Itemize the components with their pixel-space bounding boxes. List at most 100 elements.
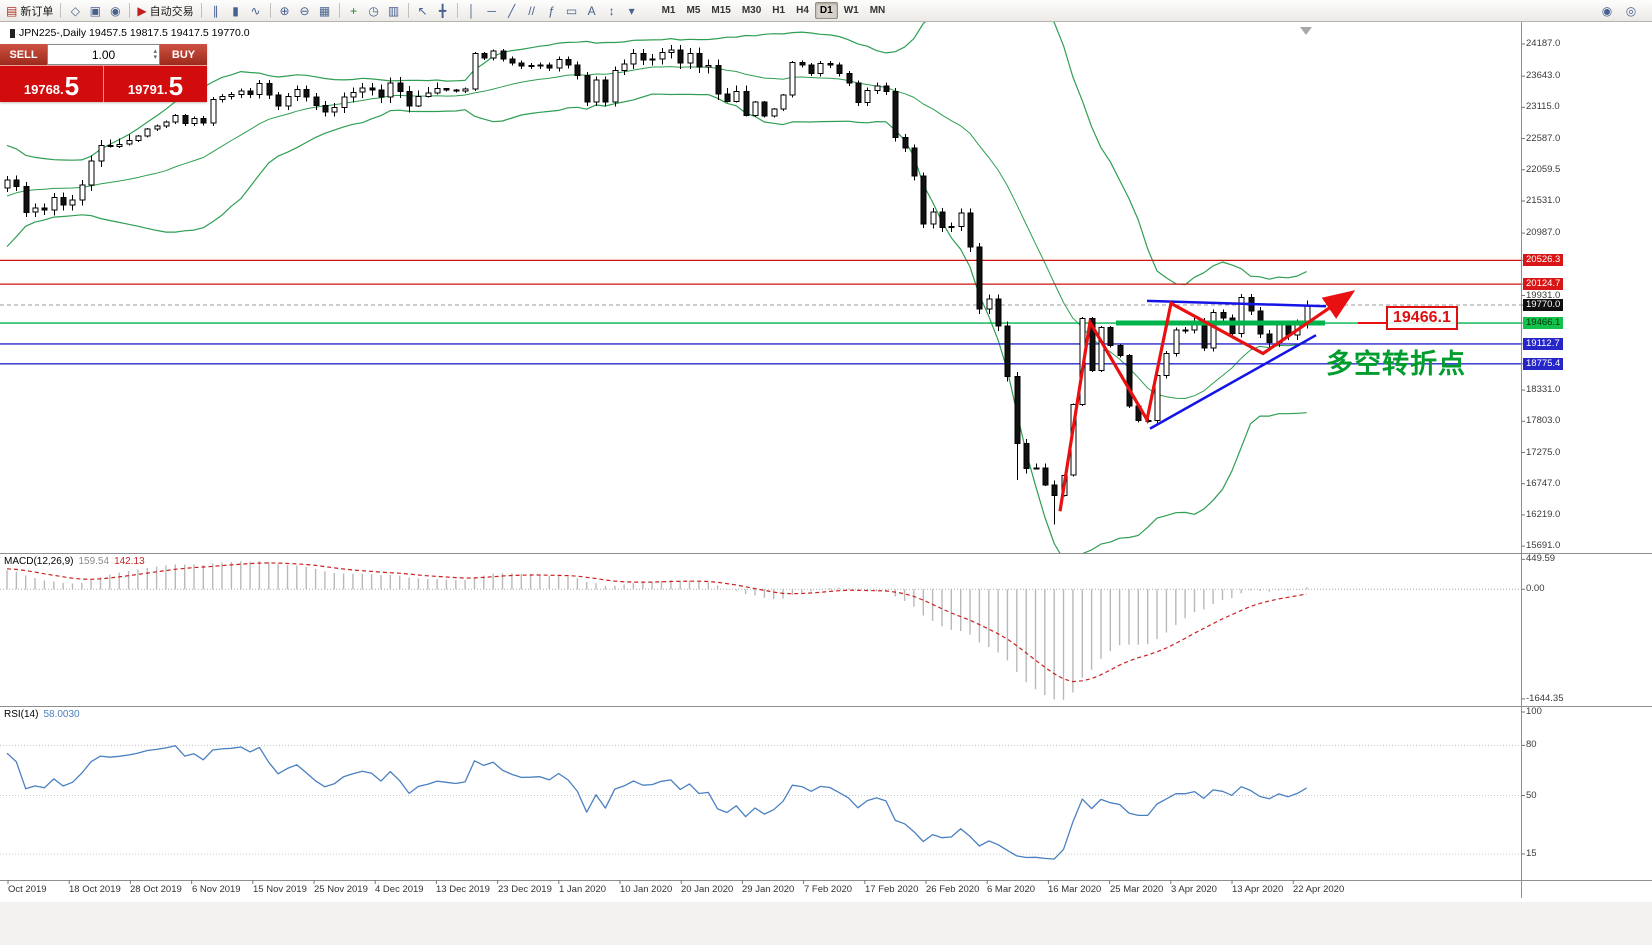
toolbar-separator [269,3,271,18]
candles [4,44,1311,525]
buy-price-main: 19791. [127,82,168,97]
macd-label: MACD(12,26,9) 159.54 142.13 [4,556,145,567]
timeframe-button-m1[interactable]: M1 [661,5,676,16]
autotrading-button[interactable]: ▶ 自动交易 [135,2,195,20]
timeframe-button-m30[interactable]: M30 [741,5,762,16]
indicators-icon[interactable]: + [345,2,363,20]
buy-button[interactable]: BUY [160,44,207,65]
toolbar-separator [60,3,62,18]
new-order-button-label: 新订单 [20,5,54,18]
macd-signal-line [6,562,1307,683]
one-click-trading-panel: SELL 1.00 BUY 19768.5 19791.5 [0,44,207,102]
line-chart-icon[interactable]: ∿ [247,2,265,20]
channel-icon[interactable]: // [523,2,541,20]
buy-price[interactable]: 19791. 5 [103,66,207,102]
shapes-icon[interactable]: ▭ [563,2,581,20]
periods-icon[interactable]: ◷ [365,2,383,20]
price-axis-label: 17803.0 [1526,415,1561,426]
symbol-info-text: JPN225-,Daily 19457.5 19817.5 19417.5 19… [19,27,250,39]
timeframe-button-mn[interactable]: MN [869,5,886,16]
sell-price-pip: 5 [64,71,80,101]
turning-point-annotation: 多空转折点 [1326,349,1466,379]
price-axis-label: 18775.4 [1523,358,1564,370]
price-axis-label: 15691.0 [1526,540,1561,551]
new-order-button[interactable]: ▤ 新订单 [4,2,55,20]
vertical-line-icon[interactable]: │ [463,2,481,20]
fibonacci-icon-glyph: ƒ [548,3,555,18]
price-axis-label: 16747.0 [1526,478,1561,489]
ascending-trendline [1149,334,1317,430]
bar-chart-icon-glyph: ∥ [212,3,219,18]
price-axis-label: 24187.0 [1526,38,1561,49]
macd-axis-label: 0.00 [1526,583,1545,594]
price-axis-label: 23115.0 [1526,101,1560,112]
rsi-axis-label: 100 [1526,706,1542,717]
rsi-label: RSI(14) 58.0030 [4,709,80,720]
templates-icon[interactable]: ▥ [385,2,403,20]
timeframe-button-m5[interactable]: M5 [686,5,701,16]
bar-chart-icon[interactable]: ∥ [207,2,225,20]
zoom-out-icon-glyph: ⊖ [299,3,310,18]
macd-name: MACD(12,26,9) [4,556,74,567]
price-axis[interactable]: 24187.0 23643.0 23115.0 22587.0 22059.5 21531… [1523,0,1651,900]
toolbar-separator [456,3,458,18]
toolbar-separator [338,3,340,18]
sell-price[interactable]: 19768. 5 [0,66,103,102]
bollinger-band [6,66,1307,399]
price-axis-label: 19770.0 [1523,299,1564,311]
templates-icon-glyph: ▥ [387,3,400,18]
price-axis-label: 19466.1 [1523,317,1564,329]
arrows-icon[interactable]: ↕ [603,2,621,20]
resistance-trendline [1146,299,1327,308]
volume-spinner[interactable] [153,46,157,63]
metaquotes-icon-glyph: ◇ [70,3,80,18]
help-icon[interactable]: ◉ [1598,2,1616,20]
rsi-axis-label: 80 [1526,739,1537,750]
timeframe-button-m15[interactable]: M15 [711,5,731,16]
crosshair-icon[interactable]: ╋ [434,2,452,20]
horizontal-line-icon[interactable]: ─ [483,2,501,20]
market-watch-icon[interactable]: ◉ [106,2,124,20]
metaquotes-icon[interactable]: ◇ [66,2,84,20]
sell-button[interactable]: SELL [0,44,47,65]
rsi-line [6,745,1307,860]
spinner-down-icon[interactable] [153,55,157,61]
buy-price-pip: 5 [168,71,184,101]
text-label-icon-glyph: A [587,3,596,18]
timeframe-button-w1[interactable]: W1 [843,5,859,16]
macd-axis-label: 449.59 [1526,553,1556,564]
horizontal-line-icon-glyph: ─ [487,3,496,18]
chart-shift-marker [1300,27,1312,35]
price-axis-label: 20124.7 [1523,278,1564,290]
toolbar: ▤ 新订单 ◇ ▣ ◉ ▶ 自动交易 ∥ ▮ ∿ ⊕ ⊖ ▦ + ◷ ▥ ↖ ╋ │ ─ ╱ // ƒ ▭ A ↕ ▾ M1 M5 M15… [0,0,1652,22]
timeframe-button-h1[interactable]: H1 [772,5,786,16]
zoom-in-icon-glyph: ⊕ [279,3,290,18]
price-axis-label: 17275.0 [1526,447,1561,458]
more-tools-icon[interactable]: ▾ [623,2,641,20]
macd-plot [0,561,1521,700]
red-zigzag-arrow [1058,290,1356,512]
macd-value-main: 159.54 [78,556,110,567]
toolbar-separator [200,3,202,18]
text-label-icon[interactable]: A [583,2,601,20]
zoom-out-icon[interactable]: ⊖ [296,2,314,20]
macd-value-signal: 142.13 [114,556,145,567]
trendline-icon[interactable]: ╱ [503,2,521,20]
data-window-icon[interactable]: ▣ [86,2,104,20]
timeframe-button-h4[interactable]: H4 [796,5,809,16]
candlestick-icon [10,28,15,38]
timeframe-button-d1[interactable]: D1 [814,2,838,19]
candlestick-chart-icon[interactable]: ▮ [227,2,245,20]
fibonacci-icon[interactable]: ƒ [543,2,561,20]
chart-symbol-info: JPN225-,Daily 19457.5 19817.5 19417.5 19… [10,27,250,39]
cursor-icon[interactable]: ↖ [414,2,432,20]
price-axis-label: 20526.3 [1523,254,1564,266]
community-icon[interactable]: ◎ [1622,2,1640,20]
price-axis-label: 23643.0 [1526,70,1561,81]
volume-input[interactable]: 1.00 [47,44,160,65]
tile-windows-icon[interactable]: ▦ [316,2,334,20]
toolbar-separator [407,3,409,18]
zoom-in-icon[interactable]: ⊕ [276,2,294,20]
